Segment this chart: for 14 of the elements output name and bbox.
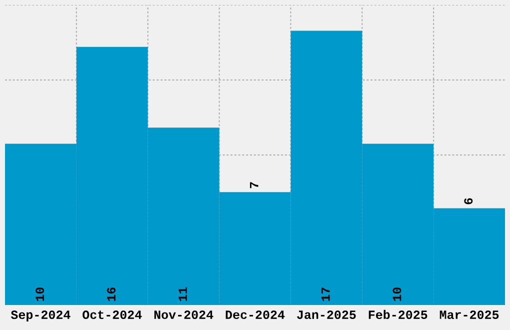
x-tick-label: Sep-2024 (10, 310, 70, 322)
data-label: 10 (392, 287, 402, 301)
x-tick-label: Mar-2025 (440, 310, 499, 320)
data-label: 17 (321, 288, 330, 301)
x-tick-label: Jan-2025 (297, 310, 356, 320)
data-label: 10 (36, 287, 44, 301)
x-tick-label: Oct-2024 (82, 310, 142, 320)
data-label: 16 (107, 287, 116, 301)
x-tick-label: Nov-2024 (154, 310, 214, 320)
x-tick-label: Feb-2025 (368, 310, 428, 320)
data-label: 6 (464, 198, 473, 204)
data-label: 7 (250, 182, 258, 188)
data-label: 11 (178, 287, 187, 301)
x-tick-label: Dec-2024 (226, 310, 285, 320)
